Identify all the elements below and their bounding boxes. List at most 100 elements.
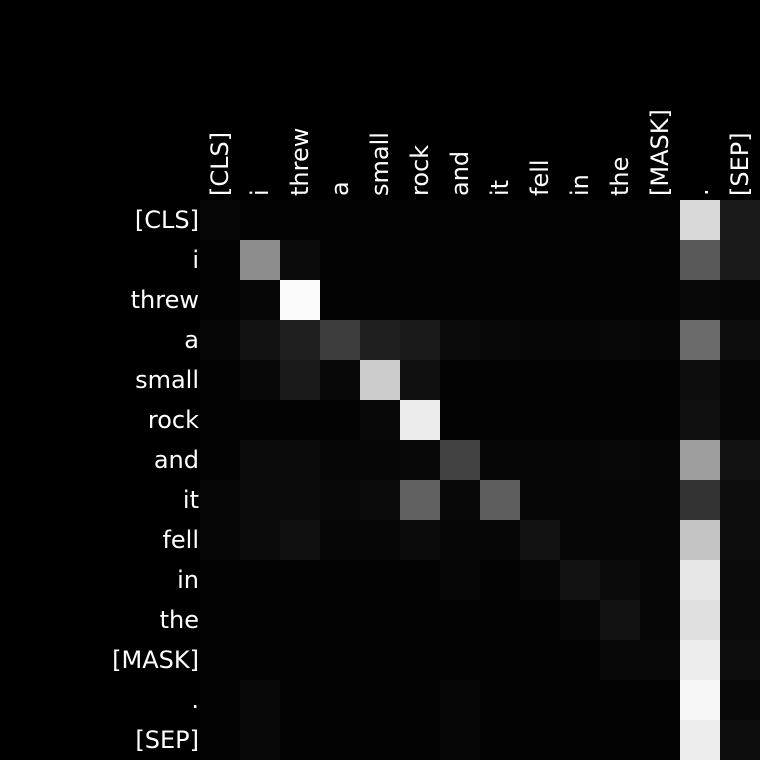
heatmap-cell-r13-c4 — [360, 720, 400, 760]
heatmap-cell-r5-c11 — [640, 400, 680, 440]
heatmap-cell-r8-c3 — [320, 520, 360, 560]
heatmap-cell-r0-c2 — [280, 200, 320, 240]
heatmap-cell-r4-c8 — [520, 360, 560, 400]
heatmap-cell-r7-c4 — [360, 480, 400, 520]
heatmap-cell-r1-c7 — [480, 240, 520, 280]
heatmap-cell-r5-c7 — [480, 400, 520, 440]
heatmap-cell-r2-c9 — [560, 280, 600, 320]
heatmap-cell-r13-c8 — [520, 720, 560, 760]
heatmap-cell-r12-c8 — [520, 680, 560, 720]
heatmap-cell-r4-c13 — [720, 360, 760, 400]
x-tick-label: i — [246, 189, 274, 196]
heatmap-cell-r6-c10 — [600, 440, 640, 480]
heatmap-cell-r10-c2 — [280, 600, 320, 640]
heatmap-cell-r6-c12 — [680, 440, 720, 480]
heatmap-cell-r1-c3 — [320, 240, 360, 280]
heatmap-cell-r9-c12 — [680, 560, 720, 600]
heatmap-cell-r10-c10 — [600, 600, 640, 640]
heatmap-cell-r6-c1 — [240, 440, 280, 480]
heatmap-cell-r3-c2 — [280, 320, 320, 360]
heatmap-cell-r8-c1 — [240, 520, 280, 560]
heatmap-cell-r5-c2 — [280, 400, 320, 440]
heatmap-cell-r11-c11 — [640, 640, 680, 680]
x-tick-label: in — [566, 174, 594, 196]
heatmap-cell-r1-c12 — [680, 240, 720, 280]
heatmap-cell-r3-c1 — [240, 320, 280, 360]
heatmap-cell-r0-c4 — [360, 200, 400, 240]
heatmap-cell-r0-c6 — [440, 200, 480, 240]
heatmap-cell-r1-c5 — [400, 240, 440, 280]
heatmap-cell-r1-c4 — [360, 240, 400, 280]
heatmap-cell-r7-c1 — [240, 480, 280, 520]
heatmap-cell-r0-c5 — [400, 200, 440, 240]
heatmap-cell-r7-c10 — [600, 480, 640, 520]
heatmap-cell-r12-c6 — [440, 680, 480, 720]
heatmap-cell-r6-c6 — [440, 440, 480, 480]
heatmap-cell-r9-c5 — [400, 560, 440, 600]
heatmap-cell-r11-c7 — [480, 640, 520, 680]
heatmap-cell-r2-c1 — [240, 280, 280, 320]
y-tick-label: it — [183, 486, 199, 514]
heatmap-cell-r9-c6 — [440, 560, 480, 600]
heatmap-cell-r6-c7 — [480, 440, 520, 480]
heatmap-cell-r9-c13 — [720, 560, 760, 600]
heatmap-cell-r12-c10 — [600, 680, 640, 720]
y-tick-label: threw — [131, 286, 199, 314]
heatmap-cell-r7-c12 — [680, 480, 720, 520]
heatmap-cell-r7-c7 — [480, 480, 520, 520]
heatmap-cell-r3-c4 — [360, 320, 400, 360]
heatmap-cell-r7-c6 — [440, 480, 480, 520]
heatmap-cell-r11-c12 — [680, 640, 720, 680]
heatmap-cell-r8-c0 — [200, 520, 240, 560]
heatmap-cell-r11-c6 — [440, 640, 480, 680]
heatmap-cell-r10-c0 — [200, 600, 240, 640]
x-tick-label: [SEP] — [726, 132, 754, 196]
heatmap-cell-r2-c6 — [440, 280, 480, 320]
heatmap-cell-r7-c11 — [640, 480, 680, 520]
x-tick-label: . — [686, 188, 714, 196]
heatmap-cell-r2-c7 — [480, 280, 520, 320]
heatmap-cell-r13-c5 — [400, 720, 440, 760]
heatmap-cell-r8-c2 — [280, 520, 320, 560]
heatmap-cell-r4-c12 — [680, 360, 720, 400]
heatmap-cell-r11-c10 — [600, 640, 640, 680]
heatmap-cell-r12-c4 — [360, 680, 400, 720]
heatmap-cell-r5-c1 — [240, 400, 280, 440]
heatmap-cell-r0-c12 — [680, 200, 720, 240]
heatmap-cell-r5-c3 — [320, 400, 360, 440]
heatmap-cell-r4-c11 — [640, 360, 680, 400]
heatmap-cell-r4-c10 — [600, 360, 640, 400]
heatmap-cell-r0-c0 — [200, 200, 240, 240]
heatmap-cell-r11-c3 — [320, 640, 360, 680]
heatmap-cell-r9-c10 — [600, 560, 640, 600]
y-tick-label: rock — [148, 406, 199, 434]
heatmap-cell-r9-c0 — [200, 560, 240, 600]
heatmap-cell-r13-c10 — [600, 720, 640, 760]
heatmap-cell-r3-c6 — [440, 320, 480, 360]
x-tick-label: fell — [526, 159, 554, 196]
heatmap-cell-r0-c1 — [240, 200, 280, 240]
heatmap-cell-r6-c2 — [280, 440, 320, 480]
heatmap-cell-r7-c0 — [200, 480, 240, 520]
heatmap-cell-r0-c13 — [720, 200, 760, 240]
x-tick-label: small — [366, 132, 394, 196]
heatmap-cell-r12-c9 — [560, 680, 600, 720]
heatmap-cell-r11-c4 — [360, 640, 400, 680]
heatmap-cell-r7-c9 — [560, 480, 600, 520]
heatmap-cell-r10-c3 — [320, 600, 360, 640]
heatmap-cell-r5-c12 — [680, 400, 720, 440]
heatmap-cell-r11-c13 — [720, 640, 760, 680]
heatmap-cell-r9-c2 — [280, 560, 320, 600]
heatmap-cell-r3-c13 — [720, 320, 760, 360]
heatmap-cell-r8-c6 — [440, 520, 480, 560]
heatmap-cell-r2-c12 — [680, 280, 720, 320]
y-tick-label: and — [154, 446, 199, 474]
heatmap-cell-r6-c4 — [360, 440, 400, 480]
heatmap-cell-r3-c3 — [320, 320, 360, 360]
heatmap-cell-r6-c11 — [640, 440, 680, 480]
heatmap-cell-r8-c4 — [360, 520, 400, 560]
y-tick-label: the — [160, 606, 199, 634]
heatmap-cell-r12-c5 — [400, 680, 440, 720]
y-tick-label: in — [177, 566, 199, 594]
heatmap-cell-r9-c7 — [480, 560, 520, 600]
